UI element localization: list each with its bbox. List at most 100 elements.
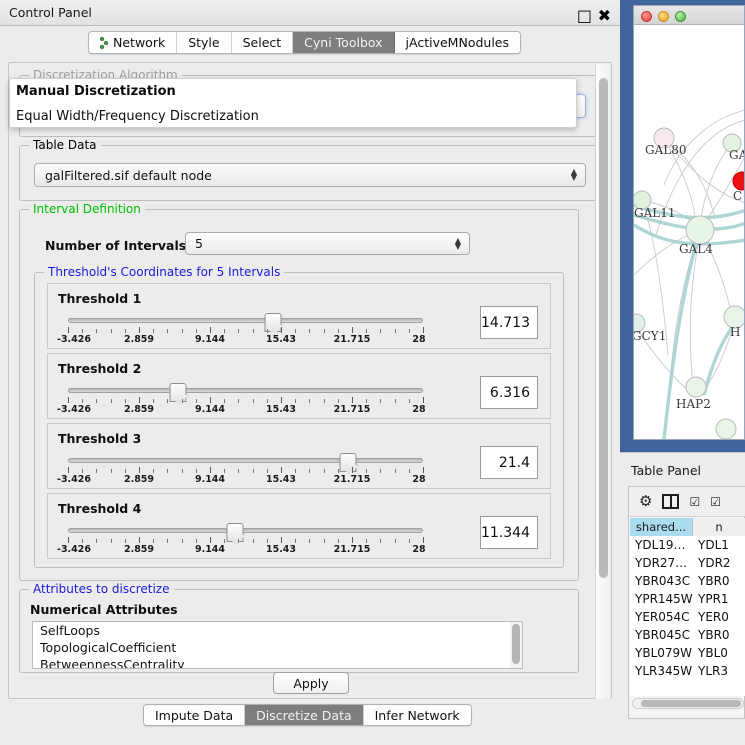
- table-row[interactable]: YDR27… YDR2: [630, 554, 745, 572]
- algorithm-dropdown-popup[interactable]: Manual Discretization Equal Width/Freque…: [9, 78, 577, 128]
- apply-button[interactable]: Apply: [273, 672, 349, 694]
- number-of-intervals-stepper[interactable]: 5 ▲ ▼: [185, 232, 470, 255]
- tab-cyni-toolbox[interactable]: Cyni Toolbox: [293, 32, 395, 53]
- tick-label: 9.144: [194, 544, 226, 555]
- network-canvas[interactable]: GAL80 GA GAL11 GAL4 GCY1 H HAP2 C: [633, 25, 744, 439]
- table-cell: YER054C: [635, 610, 690, 624]
- table-panel-title: Table Panel: [631, 463, 702, 478]
- table-row[interactable]: YBL079W YBL0: [630, 644, 745, 662]
- tab-jactivemnodules-label: jActiveMNodules: [405, 35, 510, 50]
- list-item[interactable]: TopologicalCoefficient: [40, 640, 177, 655]
- tick-label: 15.43: [265, 474, 297, 485]
- threshold-1-slider[interactable]: -3.426 2.859 9.144 15.43 21.715 28: [57, 313, 426, 345]
- tick-label: 2.859: [123, 404, 155, 415]
- close-icon[interactable]: ✖: [597, 6, 611, 25]
- column-header-name[interactable]: n: [693, 518, 745, 536]
- tick-label: 21.715: [333, 544, 371, 555]
- node-label-gcy1: GCY1: [633, 329, 667, 343]
- minimize-icon[interactable]: [658, 11, 669, 22]
- attributes-list-scrollbar-thumb[interactable]: [512, 624, 520, 664]
- tab-infer-network[interactable]: Infer Network: [363, 705, 471, 725]
- table-panel-box: ⚙ ☑ ☑ shared... n YDL19… YDL1 YDR27… YDR2 YB…: [628, 486, 745, 719]
- table-row[interactable]: YLR345W YLR3: [630, 662, 745, 680]
- table-row[interactable]: YDL19… YDL1: [630, 536, 745, 554]
- attributes-list-scrollbar[interactable]: [510, 621, 523, 669]
- numerical-attributes-label: Numerical Attributes: [30, 602, 178, 617]
- table-horizontal-scrollbar-thumb[interactable]: [641, 700, 741, 707]
- slider-track[interactable]: [68, 388, 423, 393]
- attributes-to-discretize-label: Attributes to discretize: [29, 582, 174, 596]
- slider-ticks: [68, 467, 424, 474]
- slider-track[interactable]: [68, 528, 423, 533]
- table-horizontal-scrollbar[interactable]: [632, 698, 744, 709]
- table-panel-toolbar: ⚙ ☑ ☑: [629, 487, 745, 517]
- table-data-label: Table Data: [29, 138, 101, 152]
- tab-discretize-data[interactable]: Discretize Data: [245, 705, 364, 725]
- tick-label: 2.859: [123, 474, 155, 485]
- threshold-4-slider[interactable]: -3.426 2.859 9.144 15.43 21.715 28: [57, 523, 426, 556]
- table-cell: YLR345W: [635, 664, 693, 678]
- threshold-2-value-field[interactable]: 6.316: [480, 376, 538, 409]
- threshold-3-value-field[interactable]: 21.4: [480, 446, 538, 479]
- close-icon[interactable]: [641, 11, 652, 22]
- threshold-box-1: Threshold 1 -3.426 2.859 9.144 15.43 21.715 28…: [47, 283, 551, 349]
- slider-thumb[interactable]: [169, 383, 187, 402]
- popup-item-equal-width-frequency[interactable]: Equal Width/Frequency Discretization: [16, 109, 259, 124]
- columns-icon[interactable]: [662, 494, 680, 509]
- list-item[interactable]: BetweennessCentrality: [40, 657, 185, 669]
- interval-definition-group: Interval Definition Number of Intervals …: [19, 202, 579, 581]
- tab-jactivemnodules[interactable]: jActiveMNodules: [394, 32, 521, 53]
- table-row[interactable]: YPR145W YPR1: [630, 590, 745, 608]
- tick-label: 15.43: [265, 544, 297, 555]
- table-data-group: Table Data galFiltered.sif default node …: [19, 138, 601, 201]
- table-data-combo-box[interactable]: galFiltered.sif default node ▲ ▼: [34, 163, 586, 187]
- node-label-ga: GA: [729, 148, 744, 162]
- column-header-shared[interactable]: shared...: [630, 518, 693, 536]
- threshold-1-title: Threshold 1: [58, 291, 142, 306]
- control-panel-scrollbar[interactable]: [595, 64, 610, 699]
- slider-track[interactable]: [68, 318, 423, 323]
- page-title: Control Panel: [9, 5, 92, 20]
- tab-impute-data[interactable]: Impute Data: [144, 705, 246, 725]
- tick-label: 28: [412, 474, 426, 485]
- slider-thumb[interactable]: [226, 523, 244, 542]
- threshold-1-value-field[interactable]: 14.713: [480, 306, 538, 339]
- table-row[interactable]: YBR045C YBR0: [630, 626, 745, 644]
- network-graph: [634, 110, 744, 439]
- table-row[interactable]: YER054C YER0: [630, 608, 745, 626]
- slider-ticks: [68, 397, 424, 404]
- control-panel-scrollbar-thumb[interactable]: [599, 78, 608, 578]
- table-body[interactable]: YDL19… YDL1 YDR27… YDR2 YBR043C YBR0 YPR145W YP…: [630, 536, 745, 696]
- checkbox-checked-icon[interactable]: ☑: [689, 494, 701, 509]
- slider-thumb[interactable]: [264, 313, 282, 332]
- tab-style[interactable]: Style: [177, 32, 232, 53]
- threshold-3-slider[interactable]: -3.426 2.859 9.144 15.43 21.715 28: [57, 453, 426, 485]
- tick-label: 15.43: [265, 404, 297, 415]
- numerical-attributes-list[interactable]: SelfLoops TopologicalCoefficient Betweenne…: [32, 621, 522, 669]
- tick-label: 21.715: [333, 404, 371, 415]
- tick-label: 9.144: [194, 334, 226, 345]
- threshold-4-value-field[interactable]: 11.344: [480, 516, 538, 549]
- tab-select[interactable]: Select: [231, 32, 294, 53]
- list-item[interactable]: SelfLoops: [40, 623, 100, 638]
- table-panel-area: Table Panel ⚙ ☑ ☑ shared... n YDL19… YDL1…: [620, 452, 745, 745]
- thresholds-coordinates-group: Threshold's Coordinates for 5 Intervals …: [34, 265, 564, 568]
- tick-label: 15.43: [265, 334, 297, 345]
- gear-icon[interactable]: ⚙: [639, 492, 653, 510]
- slider-tick-labels: -3.426 2.859 9.144 15.43 21.715 28: [57, 544, 426, 556]
- maximize-icon[interactable]: [675, 11, 686, 22]
- stepper-arrows-icon[interactable]: ▲ ▼: [454, 235, 461, 251]
- cyni-bottom-tab-bar: Impute Data Discretize Data Infer Networ…: [143, 704, 472, 726]
- popup-item-manual-discretization[interactable]: Manual Discretization: [16, 84, 176, 99]
- tick-label: 2.859: [123, 334, 155, 345]
- table-cell: YLR3: [698, 664, 728, 678]
- float-window-icon[interactable]: □: [576, 6, 592, 25]
- checkbox-checked-icon-2[interactable]: ☑: [710, 494, 721, 509]
- tab-network[interactable]: Network: [89, 32, 178, 53]
- attributes-to-discretize-group: Attributes to discretize Numerical Attri…: [19, 582, 579, 673]
- slider-track[interactable]: [68, 458, 423, 463]
- threshold-2-slider[interactable]: -3.426 2.859 9.144 15.43 21.715 28: [57, 383, 426, 415]
- slider-ticks: [68, 537, 424, 544]
- table-cell: YBR0: [698, 574, 730, 588]
- table-row[interactable]: YBR043C YBR0: [630, 572, 745, 590]
